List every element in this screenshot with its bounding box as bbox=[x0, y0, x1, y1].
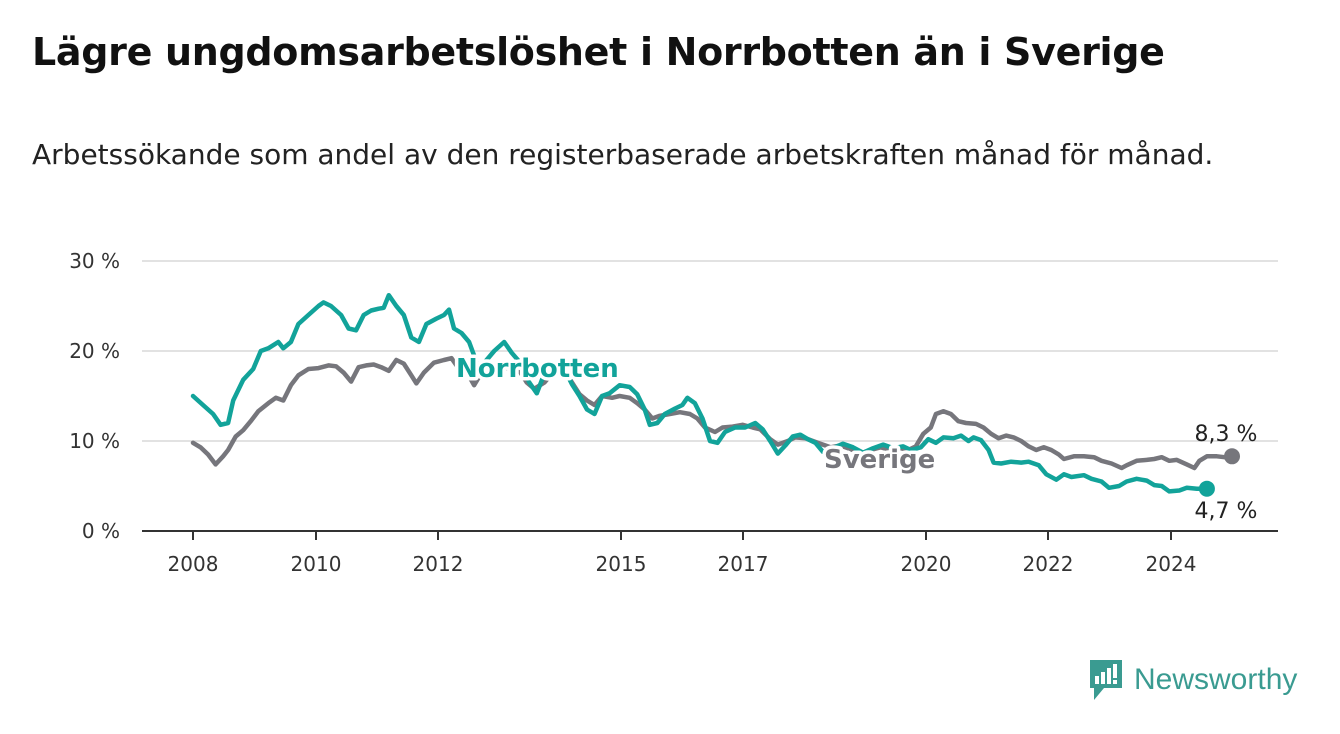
series-lines bbox=[190, 292, 1240, 497]
chart-subtitle: Arbetssökande som andel av den registerb… bbox=[32, 138, 1214, 171]
gridlines bbox=[142, 260, 1278, 442]
x-tick-label: 2015 bbox=[596, 552, 647, 576]
end-point-sverige bbox=[1224, 448, 1240, 465]
series-line-norrbotten bbox=[190, 292, 1210, 494]
series-label-norrbotten: Norrbotten bbox=[456, 354, 619, 384]
y-axis: 0 % 10 % 20 % 30 % bbox=[69, 249, 120, 543]
x-tick-label: 2008 bbox=[168, 552, 219, 576]
x-tick-label: 2024 bbox=[1146, 552, 1197, 576]
series-label-sverige-halo: Sverige bbox=[824, 445, 935, 475]
y-tick-label: 0 % bbox=[82, 519, 120, 543]
x-axis: 2008 2010 2012 2015 2017 2020 2022 2024 bbox=[142, 530, 1278, 576]
end-label-norrbotten: 4,7 % bbox=[1195, 499, 1258, 524]
end-point-norrbotten bbox=[1198, 480, 1215, 497]
x-tick-label: 2017 bbox=[718, 552, 769, 576]
y-tick-label: 20 % bbox=[69, 339, 120, 363]
series-label-sverige: Sverige bbox=[824, 445, 935, 475]
series-line-sverige bbox=[190, 355, 1235, 471]
y-tick-label: 10 % bbox=[69, 429, 120, 453]
x-tick-label: 2012 bbox=[413, 552, 464, 576]
newsworthy-brand: Newsworthy bbox=[1088, 658, 1297, 702]
x-tick-label: 2020 bbox=[901, 552, 952, 576]
end-label-sverige: 8,3 % bbox=[1195, 422, 1258, 447]
series-label-norrbotten-halo: Norrbotten bbox=[456, 354, 619, 384]
y-tick-label: 30 % bbox=[69, 249, 120, 273]
brand-name: Newsworthy bbox=[1134, 663, 1298, 696]
x-tick-label: 2022 bbox=[1023, 552, 1074, 576]
chart-title: Lägre ungdomsarbetslöshet i Norrbotten ä… bbox=[32, 30, 1165, 74]
x-tick-label: 2010 bbox=[291, 552, 342, 576]
bar-chart-logo-icon bbox=[1090, 660, 1122, 700]
